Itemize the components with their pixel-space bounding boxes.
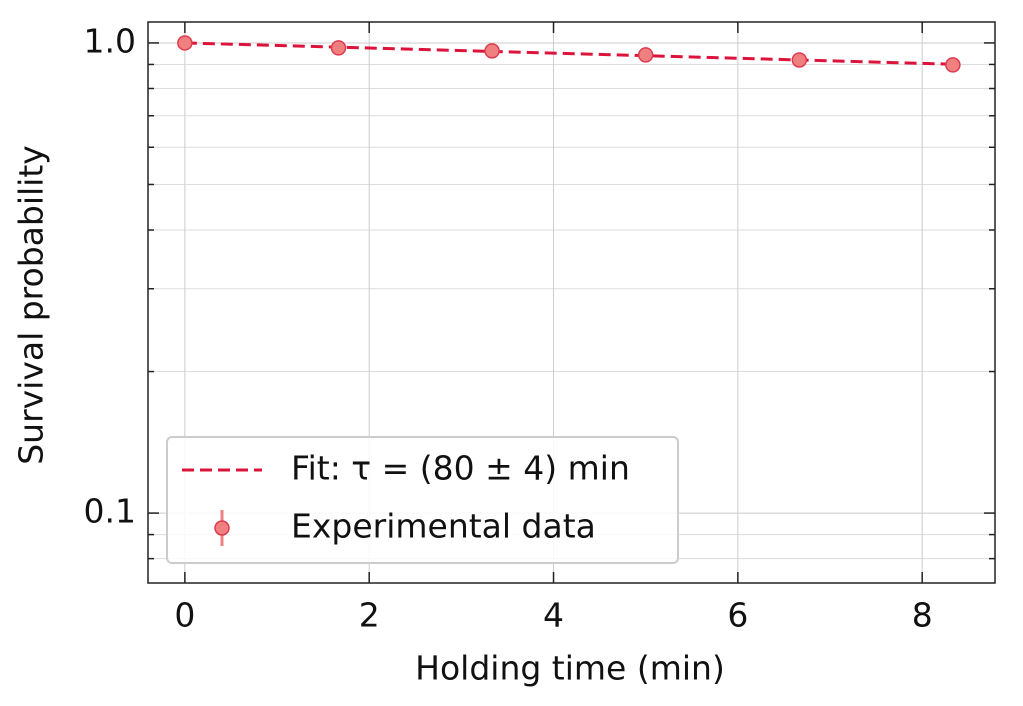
y-tick-label: 0.1 — [84, 492, 136, 531]
legend-swatch — [214, 520, 230, 536]
legend-label: Experimental data — [291, 507, 596, 546]
y-axis-label: Survival probability — [12, 145, 51, 465]
fit-line — [184, 41, 953, 66]
x-tick-label: 2 — [359, 596, 380, 635]
legend-box — [166, 436, 679, 564]
data-point — [177, 35, 193, 51]
x-tick-label: 8 — [912, 596, 933, 635]
data-point — [484, 43, 500, 59]
x-tick-label: 4 — [543, 596, 564, 635]
x-tick-label: 6 — [727, 596, 748, 635]
plot-frame — [147, 21, 996, 584]
data-point — [791, 52, 808, 68]
data-point — [637, 47, 654, 63]
y-tick-label: 1.0 — [84, 21, 136, 60]
x-axis-label: Holding time (min) — [415, 649, 725, 688]
legend-label: Fit: τ = (80 ± 4) min — [291, 449, 630, 488]
data-point — [330, 40, 347, 56]
data-point — [945, 57, 961, 73]
x-tick-label: 0 — [174, 596, 195, 635]
